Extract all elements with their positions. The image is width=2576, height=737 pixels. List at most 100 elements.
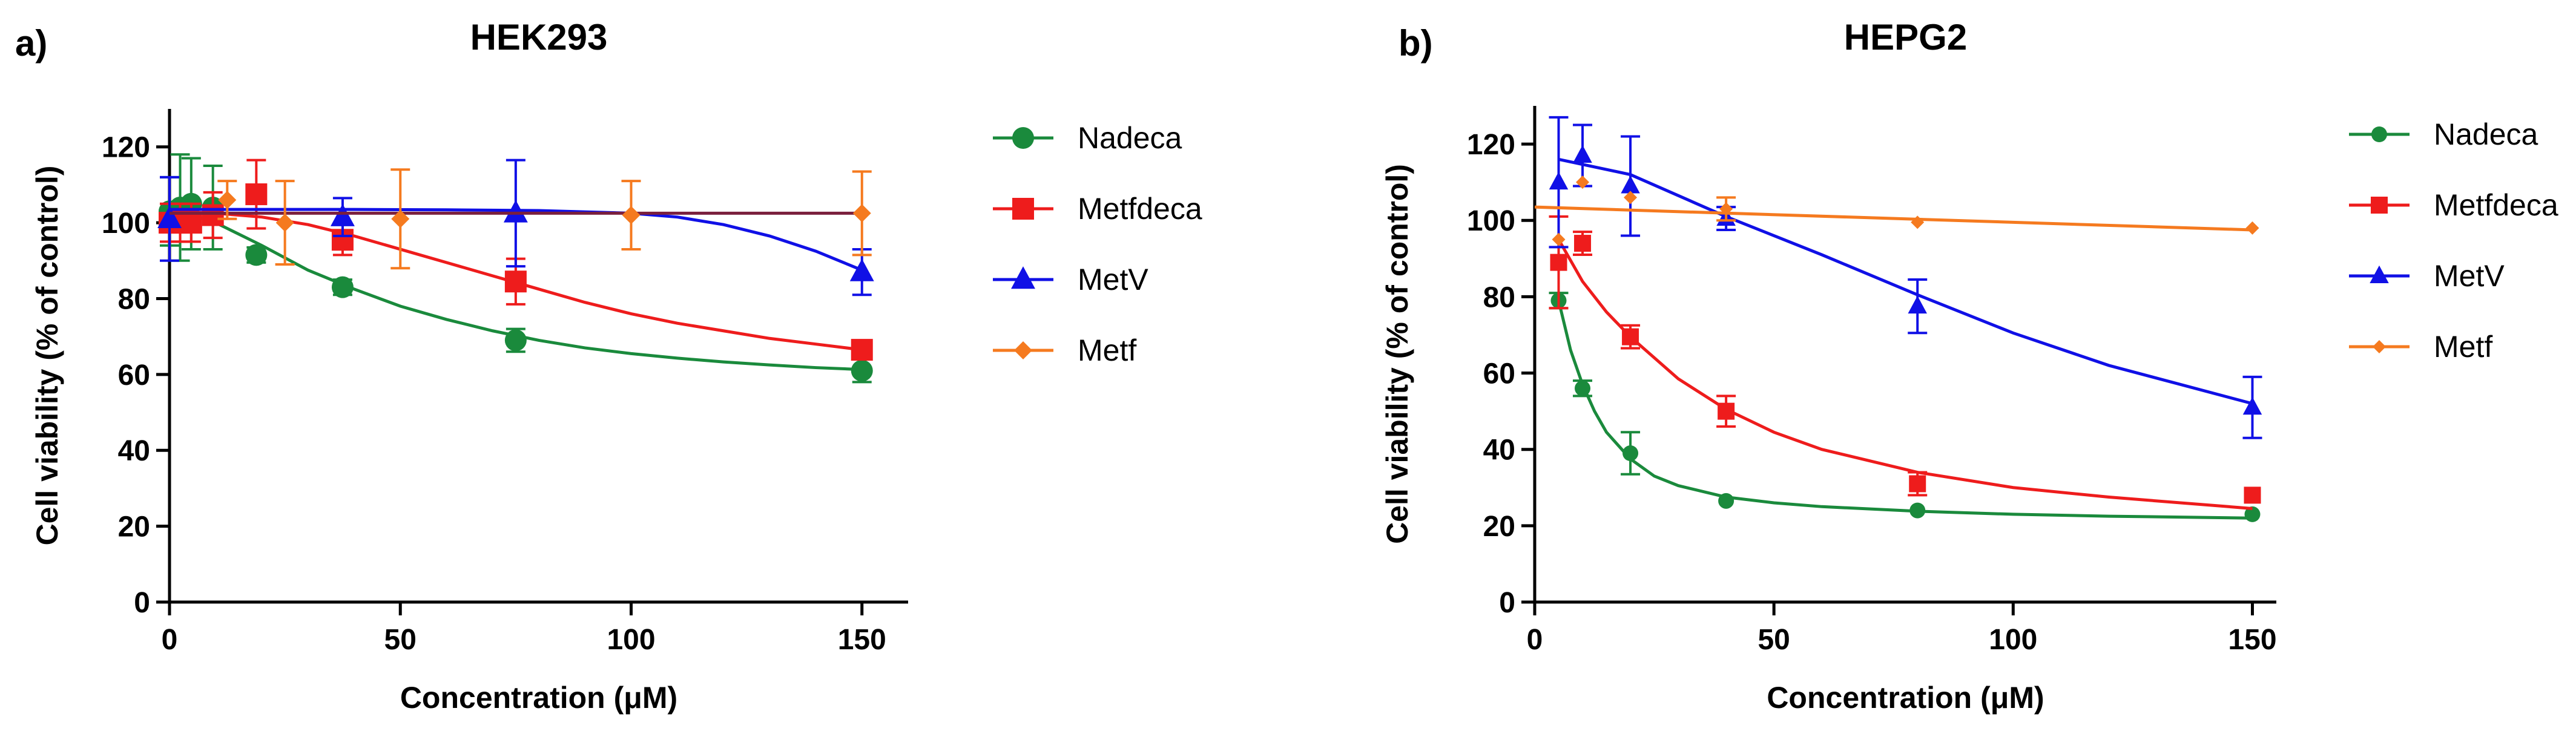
legend-marker-1-metf (1014, 341, 1032, 359)
data-point-2-metf-2 (1624, 191, 1638, 205)
legend-item-2-metf: Metf (2349, 330, 2492, 364)
y-tick-label-1-40: 40 (118, 435, 150, 467)
data-point-2-nadeca-5 (2244, 506, 2261, 522)
data-point-1-nadeca-7 (851, 359, 873, 382)
legend-label-1-metf: Metf (1078, 333, 1136, 367)
data-point-1-metfdeca-2 (180, 212, 202, 234)
data-point-2-metfdeca-0 (1550, 254, 1567, 271)
legend-item-1-nadeca: Nadeca (993, 121, 1182, 155)
series-2-metfdeca (1549, 215, 2261, 510)
data-point-2-metv-0 (1549, 171, 1569, 190)
data-point-1-metf-0 (218, 191, 237, 209)
data-point-2-nadeca-3 (1718, 493, 1734, 509)
y-tick-label-1-120: 120 (102, 132, 150, 164)
data-point-1-metfdeca-4 (245, 183, 268, 206)
x-tick-label-2-150: 150 (2228, 624, 2276, 656)
y-tick-label-2-0: 0 (1499, 587, 1515, 619)
data-point-2-nadeca-4 (1909, 502, 1926, 519)
legend-label-2-metf: Metf (2434, 330, 2492, 364)
data-point-1-metf-2 (391, 209, 410, 228)
legend-marker-2-metf (2373, 340, 2386, 353)
data-point-1-metv-1 (330, 203, 355, 226)
series-2-metf (1534, 175, 2259, 246)
data-point-2-metfdeca-5 (2244, 486, 2261, 504)
data-point-2-metf-5 (2245, 221, 2259, 235)
legend-item-1-metfdeca: Metfdeca (993, 192, 1202, 226)
data-point-2-metf-0 (1552, 232, 1566, 246)
series-1-metf (170, 168, 872, 270)
x-tick-label-1-0: 0 (162, 624, 178, 656)
x-axis-label-1: Concentration (μM) (400, 681, 677, 715)
y-tick-label-2-120: 120 (1467, 129, 1515, 161)
data-point-2-metv-1 (1573, 145, 1592, 163)
data-point-2-metf-1 (1576, 175, 1590, 189)
data-point-2-metf-4 (1911, 215, 1925, 229)
data-point-1-metf-3 (622, 206, 641, 224)
legend-item-1-metf: Metf (993, 333, 1136, 367)
data-point-1-metfdeca-3 (202, 204, 224, 226)
y-tick-label-1-0: 0 (134, 587, 150, 619)
legend-item-2-metfdeca: Metfdeca (2349, 188, 2558, 222)
legend-label-1-metv: MetV (1078, 263, 1148, 296)
y-tick-label-1-60: 60 (118, 359, 150, 391)
y-axis-label-2: Cell viability (% of control) (1380, 164, 1414, 544)
legend-label-1-metfdeca: Metfdeca (1078, 192, 1202, 226)
data-point-1-nadeca-6 (504, 329, 527, 352)
legend-item-2-nadeca: Nadeca (2349, 117, 2538, 151)
legend-marker-2-nadeca (2371, 126, 2387, 142)
y-axis-label-1: Cell viability (% of control) (30, 166, 64, 546)
fit-line-2-metfdeca (1557, 238, 2253, 510)
legend-marker-1-nadeca (1012, 127, 1034, 149)
fit-line-2-metf (1534, 205, 2253, 232)
legend-item-1-metv: MetV (993, 263, 1148, 296)
series-2-nadeca (1549, 292, 2261, 522)
legend-marker-1-metfdeca (1012, 198, 1034, 220)
x-tick-label-2-50: 50 (1757, 624, 1790, 656)
y-tick-label-2-100: 100 (1467, 205, 1515, 237)
data-point-2-metfdeca-3 (1718, 402, 1735, 420)
fit-line-2-nadeca (1557, 300, 2253, 520)
data-point-1-nadeca-5 (331, 276, 354, 298)
data-point-1-metf-1 (275, 214, 294, 232)
y-tick-label-2-40: 40 (1483, 434, 1515, 467)
data-point-1-metv-3 (849, 258, 874, 281)
chart-title-1: HEK293 (470, 17, 608, 57)
legend-marker-2-metfdeca (2371, 197, 2388, 214)
data-point-2-nadeca-2 (1622, 445, 1639, 461)
data-point-1-metfdeca-7 (851, 339, 873, 361)
chart-title-2: HEPG2 (1844, 17, 1967, 57)
legend-label-1-nadeca: Nadeca (1078, 121, 1182, 155)
legend-marker-2-metv (2370, 265, 2389, 283)
data-point-1-metfdeca-6 (504, 270, 527, 293)
y-tick-label-2-80: 80 (1483, 281, 1515, 313)
panel-label-2: b) (1398, 23, 1433, 64)
panel-label-1: a) (15, 23, 47, 64)
data-point-2-metv-4 (1908, 295, 1928, 314)
data-point-1-metv-0 (157, 205, 182, 229)
data-point-1-metf-4 (852, 204, 871, 223)
y-tick-label-2-20: 20 (1483, 511, 1515, 543)
y-tick-label-1-100: 100 (102, 208, 150, 240)
x-tick-label-1-100: 100 (607, 624, 655, 656)
y-tick-label-1-20: 20 (118, 511, 150, 543)
fit-line-2-metv (1558, 157, 2253, 405)
y-tick-label-1-80: 80 (118, 283, 150, 315)
x-tick-label-1-150: 150 (838, 624, 886, 656)
legend-item-2-metv: MetV (2349, 259, 2505, 293)
x-tick-label-1-50: 50 (384, 624, 417, 656)
x-tick-label-2-100: 100 (1989, 624, 2037, 656)
data-point-1-metv-2 (503, 200, 528, 223)
legend-label-2-metv: MetV (2434, 259, 2505, 293)
data-point-1-nadeca-4 (245, 244, 268, 266)
data-point-2-nadeca-1 (1575, 380, 1591, 396)
data-point-2-metfdeca-4 (1909, 475, 1926, 493)
legend-marker-1-metv (1011, 266, 1035, 289)
data-point-2-metfdeca-2 (1622, 328, 1639, 346)
data-point-2-metv-2 (1621, 175, 1640, 194)
data-point-2-metf-3 (1719, 202, 1733, 216)
series-2-metv (1549, 116, 2262, 439)
y-tick-label-2-60: 60 (1483, 358, 1515, 390)
legend-label-2-metfdeca: Metfdeca (2434, 188, 2558, 222)
x-axis-label-2: Concentration (μM) (1767, 681, 2044, 715)
